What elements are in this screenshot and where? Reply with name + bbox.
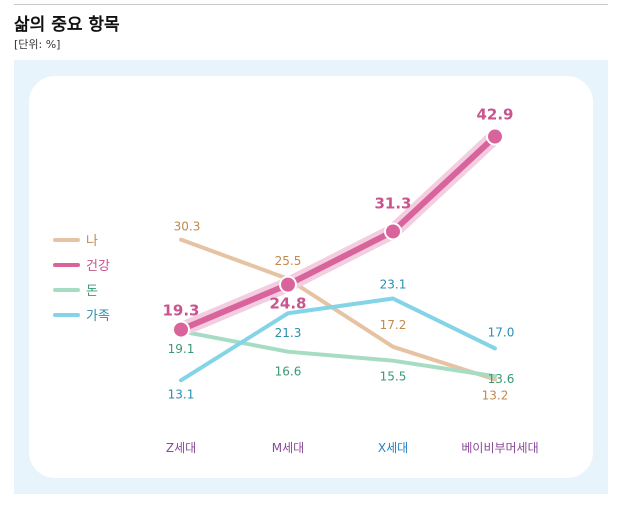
series-line-1 <box>178 133 498 333</box>
data-label-0-0: 30.3 <box>174 220 201 234</box>
data-label-2-2: 15.5 <box>380 370 407 384</box>
data-label-3-0: 13.1 <box>168 387 195 401</box>
series-markers <box>172 127 504 339</box>
x-tick-labels: Z세대 M세대 X세대 베이비부머세대 <box>166 441 539 455</box>
series-marker-1-2 <box>384 222 402 241</box>
legend-label-2: 돈 <box>86 284 98 299</box>
series-marker-1-1 <box>279 275 297 294</box>
data-label-3-2: 23.1 <box>380 278 407 292</box>
series-lines <box>173 129 503 383</box>
series-line-0 <box>179 237 497 382</box>
x-tick-label-3: 베이비부머세대 <box>461 441 538 455</box>
data-label-2-1: 16.6 <box>275 365 302 379</box>
data-label-1-3: 42.9 <box>476 106 513 124</box>
data-label-2-0: 19.1 <box>168 342 195 356</box>
x-tick-label-2: X세대 <box>378 441 408 455</box>
x-tick-label-1: M세대 <box>272 441 304 455</box>
data-label-0-3: 13.2 <box>482 389 509 403</box>
legend-label-0: 나 <box>86 234 98 249</box>
legend-label-1: 건강 <box>86 259 110 274</box>
data-label-2-3: 13.6 <box>488 372 515 386</box>
series-marker-1-0 <box>172 320 190 339</box>
unit-label: [단위: %] <box>14 38 61 51</box>
chart-title: 삶의 중요 항목 <box>14 15 120 35</box>
x-tick-label-0: Z세대 <box>166 441 196 455</box>
data-label-0-1: 25.5 <box>275 254 302 268</box>
data-label-1-2: 31.3 <box>374 194 411 212</box>
series-marker-1-3 <box>486 127 504 146</box>
data-label-3-3: 17.0 <box>488 325 515 339</box>
top-rule <box>14 4 608 5</box>
data-label-3-1: 21.3 <box>275 326 302 340</box>
series-line-2 <box>179 329 497 379</box>
data-label-0-2: 17.2 <box>380 318 407 332</box>
legend-label-3: 가족 <box>86 309 110 324</box>
series-halo-1 <box>173 129 503 338</box>
data-label-1-0: 19.3 <box>162 302 199 320</box>
series-line-3 <box>179 296 497 383</box>
data-label-1-1: 24.8 <box>269 295 306 313</box>
data-labels: 30.3 25.5 17.2 13.2 19.3 24.8 31.3 42.9 19.1 16.6… <box>162 106 514 403</box>
